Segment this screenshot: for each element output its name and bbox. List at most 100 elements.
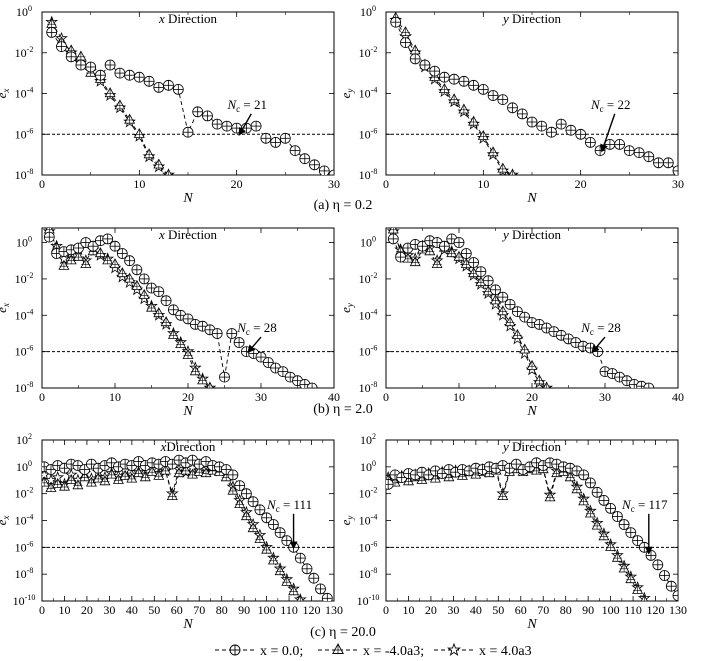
marker-triangle (431, 258, 443, 268)
marker-triangle (458, 103, 470, 114)
marker-circle-plus (182, 313, 194, 325)
marker-circle-plus (318, 165, 330, 175)
x-tick-label: 30 (328, 177, 340, 191)
marker-circle-plus (643, 151, 655, 163)
annotation-label: Nc = 28 (580, 320, 621, 337)
marker-triangle (138, 288, 150, 299)
marker-triangle (477, 129, 489, 140)
legend-item-xpos: x = 4.0a3 (434, 642, 532, 659)
x-tick-label: 130 (325, 603, 343, 617)
marker-circle-plus (309, 159, 320, 171)
x-tick-label: 30 (255, 390, 267, 404)
marker-circle-plus (143, 75, 155, 87)
marker-circle-plus (306, 382, 318, 388)
marker-triangle (438, 83, 450, 94)
y-tick-label: 10-2 (359, 45, 378, 60)
marker-circle-plus (632, 535, 643, 546)
marker-triangle (400, 26, 411, 37)
marker-triangle (639, 594, 649, 601)
marker-circle-plus (294, 552, 306, 564)
x-tick-label: 60 (171, 603, 183, 617)
x-tick-label: 0 (383, 603, 389, 617)
marker-circle-plus (585, 136, 596, 148)
x-tick-label: 10 (453, 390, 465, 404)
marker-triangle (133, 127, 145, 138)
y-tick-label: 10-6 (15, 344, 34, 359)
marker-triangle (59, 480, 70, 491)
marker-circle-plus (219, 371, 230, 383)
marker-triangle (72, 479, 84, 490)
x-axis-label: N (526, 617, 537, 632)
marker-triangle (497, 305, 509, 316)
marker-triangle (591, 519, 603, 530)
x-tick-label: 10 (133, 177, 145, 191)
marker-triangle (571, 483, 583, 494)
marker-circle-plus (131, 264, 143, 276)
legend-marker-star (446, 642, 462, 657)
marker-circle-plus (160, 295, 172, 307)
marker-triangle (126, 472, 138, 483)
marker-circle-plus (279, 132, 291, 144)
marker-triangle (52, 477, 64, 488)
panel-title: y Direction (501, 11, 562, 26)
marker-circle-plus (75, 59, 87, 71)
panel-a-y: 0 10 20 30 10-8 10-6 10-4 10-2 100 y Direction Ney… (338, 4, 684, 206)
marker-circle-plus (52, 460, 64, 471)
y-axis-label: ey (338, 516, 355, 526)
marker-circle-plus (87, 240, 99, 252)
marker-circle-plus (604, 138, 616, 150)
marker-circle-plus (308, 572, 320, 584)
marker-circle-plus (109, 240, 121, 252)
marker-circle-plus (104, 59, 116, 71)
marker-triangle (632, 583, 644, 594)
marker-circle-plus (167, 304, 179, 316)
marker-circle-plus (116, 248, 128, 259)
marker-circle-plus (468, 79, 480, 91)
marker-circle-plus (163, 79, 174, 91)
x-tick-label: 30 (672, 177, 684, 191)
series-group (45, 15, 334, 175)
x-tick-label: 40 (328, 390, 340, 404)
marker-triangle (254, 532, 266, 543)
legend-item-x0: x = 0.0; (215, 644, 303, 659)
marker-triangle (468, 115, 480, 126)
marker-circle-plus (255, 351, 267, 363)
x-tick-label: 0 (39, 177, 45, 191)
marker-triangle (511, 328, 523, 339)
marker-circle-plus (643, 382, 655, 388)
marker-triangle (133, 467, 145, 478)
panel-title: y Direction (501, 439, 562, 454)
marker-circle-plus (458, 75, 470, 87)
marker-circle-plus (482, 275, 494, 287)
marker-triangle (166, 490, 178, 500)
y-tick-label: 10-10 (357, 593, 380, 608)
marker-triangle (497, 490, 509, 500)
annotation-label: Nc = 111 (266, 497, 312, 514)
y-tick-label: 10-2 (15, 45, 34, 60)
marker-circle-plus (429, 65, 441, 77)
x-tick-label: 40 (470, 603, 482, 617)
plot-frame (41, 227, 335, 389)
marker-circle-plus (267, 519, 279, 530)
legend-label-xpos: x = 4.0a3 (479, 644, 532, 659)
marker-triangle (424, 245, 436, 256)
marker-circle-plus (114, 67, 126, 79)
x-axis-label: N (182, 617, 193, 632)
y-axis-label: ey (338, 89, 355, 99)
marker-circle-plus (448, 73, 460, 85)
marker-circle-plus (65, 51, 77, 63)
marker-circle-plus (536, 120, 548, 132)
x-tick-label: 50 (492, 603, 504, 617)
y-tick-label: 10-8 (359, 566, 378, 581)
annotation-arrow (600, 113, 616, 153)
marker-circle-plus (419, 59, 431, 71)
marker-circle-plus (638, 541, 650, 553)
marker-circle-plus (605, 502, 616, 514)
marker-circle-plus (512, 306, 523, 318)
marker-circle-plus (124, 255, 136, 267)
x-tick-label: 20 (575, 177, 587, 191)
y-tick-label: 10-6 (359, 344, 378, 359)
marker-triangle (533, 374, 545, 385)
panel-title: x Direction (158, 227, 218, 242)
